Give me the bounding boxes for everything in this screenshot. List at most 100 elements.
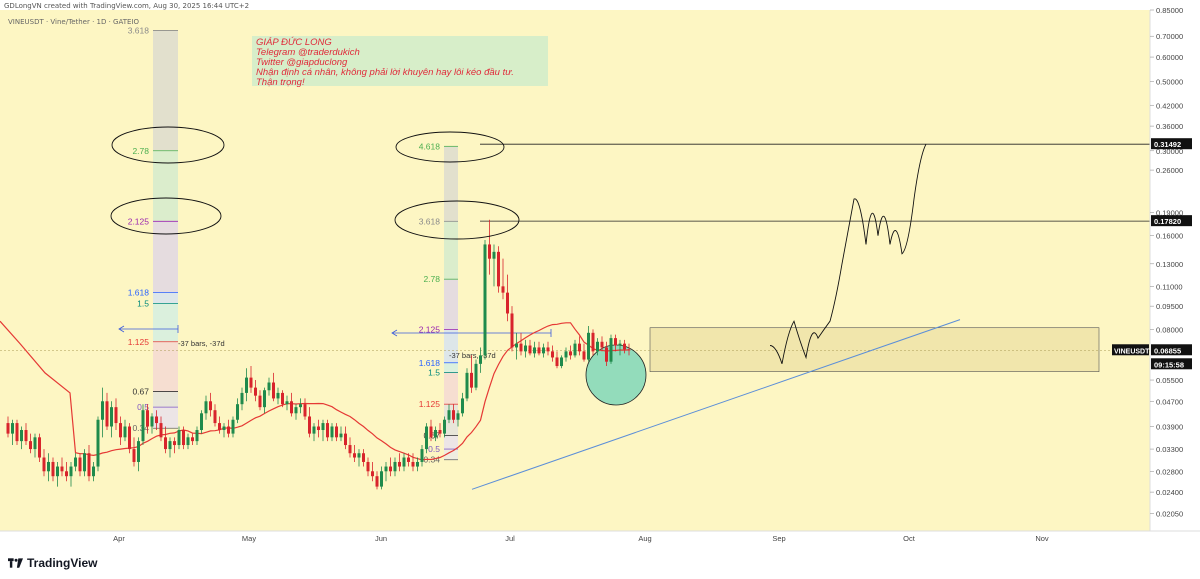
candle-body (195, 430, 199, 442)
candle-body (263, 390, 266, 408)
candle-body (573, 343, 577, 356)
fib-tool-2-band (444, 435, 458, 450)
candles (6, 219, 631, 490)
fib-tool-2-band (444, 372, 458, 405)
time-tick-label: Apr (113, 534, 125, 543)
candle-body (492, 251, 496, 259)
candle-body (173, 441, 176, 446)
candle-body (488, 244, 491, 259)
fib-tool-1-level-label: 1.5 (137, 298, 149, 308)
bars-measure-1-arrow (118, 325, 125, 333)
candle-body (389, 466, 392, 472)
note-line-disclaimer: Nhận định cá nhân, không phải lời khuyên… (256, 67, 514, 78)
candle-body (47, 461, 50, 472)
candle-body (569, 351, 572, 356)
symbol-price-tag-label: VINEUSDT (1114, 348, 1150, 355)
candle-body (465, 372, 469, 399)
candle-body (425, 426, 428, 450)
projection-path (769, 143, 927, 364)
price-tick-label: 0.03300 (1156, 445, 1183, 454)
candle-body (29, 441, 32, 450)
candle-body (627, 349, 631, 351)
candle-body (546, 347, 550, 352)
price-tag-countdown (1151, 358, 1192, 370)
price-tick-label: 0.70000 (1156, 32, 1183, 41)
candle-body (87, 453, 91, 477)
candle-body (591, 332, 595, 352)
ellipse-fib-3.618 (394, 200, 520, 240)
plot-background (0, 10, 1150, 531)
candle-body (33, 437, 37, 450)
candle-body (461, 398, 464, 414)
bars-measure-2: -37 bars, -37d (391, 329, 552, 360)
candle-body (375, 476, 379, 487)
price-tick-label: 0.08000 (1156, 325, 1183, 334)
price-tag-label: 09:15:58 (1154, 360, 1184, 369)
candle-body (272, 382, 275, 399)
candle-body (515, 343, 518, 348)
candle-body (155, 416, 158, 424)
fib-tool-1-band (153, 407, 178, 429)
candle-body (141, 410, 145, 442)
candle-body (303, 404, 307, 417)
note-line-telegram: Telegram @traderdukich (256, 47, 360, 58)
candle-body (564, 351, 568, 358)
fib-tool-2-band (444, 221, 458, 280)
candle-body (132, 449, 136, 462)
candle-body (20, 430, 23, 442)
candle-body (384, 466, 388, 472)
fib-tool-2-band (444, 279, 458, 330)
candle-body (60, 466, 64, 472)
fib-tool-1-band (153, 150, 178, 222)
candle-body (443, 419, 446, 434)
candle-body (339, 433, 343, 438)
time-tick-label: Oct (903, 534, 916, 543)
author-note: GIÁP ĐỨC LONG Telegram @traderdukich Twi… (252, 36, 548, 88)
candle-body (182, 430, 185, 446)
candle-body (321, 423, 325, 431)
candle-body (429, 426, 433, 438)
note-line-name: GIÁP ĐỨC LONG (256, 37, 332, 48)
candle-body (474, 363, 478, 388)
candle-body (348, 445, 352, 454)
candle-body (209, 401, 212, 411)
candle-body (353, 453, 356, 458)
fib-tool-1-level-label: 1.125 (128, 337, 150, 347)
candle-body (560, 357, 563, 367)
price-tag-label: 0.17820 (1154, 217, 1181, 226)
candle-body (533, 347, 536, 354)
price-tag-label: 0.31492 (1154, 140, 1181, 149)
candle-body (416, 461, 419, 467)
candle-body (164, 437, 167, 450)
candle-body (38, 437, 41, 458)
moving-average-line (0, 320, 630, 461)
candle-body (69, 466, 73, 477)
price-tick-label: 0.04700 (1156, 397, 1183, 406)
fib-tool-1-band (153, 30, 178, 151)
candle-body (551, 351, 554, 358)
brand[interactable]: TradingView (8, 556, 97, 570)
candle-body (114, 407, 118, 424)
candle-body (600, 341, 604, 348)
fib-tool-2-level-label: 1.618 (419, 358, 441, 368)
candle-body (420, 449, 424, 462)
candle-body (357, 453, 361, 458)
fib-tool-2-level-label: 1.5 (428, 367, 440, 377)
fib-tool-2-level-label: 3.618 (419, 216, 441, 226)
candle-body (596, 341, 599, 352)
candle-body (470, 372, 473, 388)
price-tick-label: 0.03900 (1156, 423, 1183, 432)
price-tick-label: 0.26000 (1156, 166, 1183, 175)
fib-tool-1-level-label: 2.125 (128, 216, 150, 226)
fib-tool-1-band (153, 341, 178, 392)
candle-body (123, 426, 127, 438)
fib-tool-2-band (444, 146, 458, 222)
candle-body (402, 457, 406, 467)
candle-body (380, 471, 383, 487)
candle-body (24, 430, 28, 442)
bars-measure-2-label: -37 bars, -37d (449, 351, 496, 360)
fib-tool-1-level-label: 2.78 (132, 146, 149, 156)
ellipse-fib-2.125 (110, 197, 222, 235)
